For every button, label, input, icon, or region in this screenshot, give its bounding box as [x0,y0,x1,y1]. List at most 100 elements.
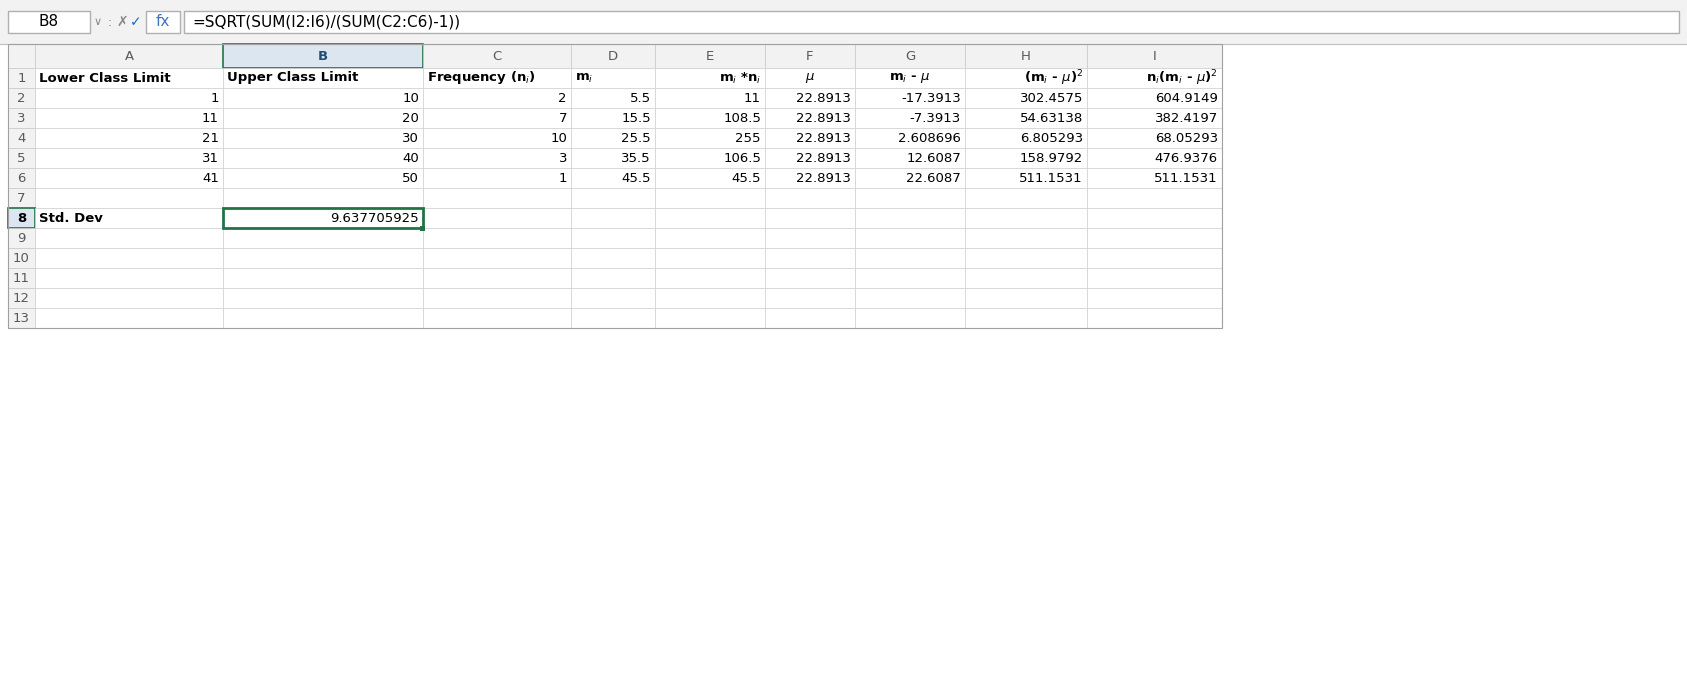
Text: 10: 10 [402,91,418,104]
Bar [1086,288,1221,308]
Text: 476.9376: 476.9376 [1156,152,1218,165]
Bar [35,128,223,148]
Text: 7: 7 [17,191,25,204]
Text: 9: 9 [17,231,25,244]
Text: -7.3913: -7.3913 [909,112,962,124]
Bar [570,248,655,268]
Bar [855,44,965,68]
Text: 6: 6 [17,172,25,185]
Bar [35,288,223,308]
Bar [965,148,1086,168]
Bar [965,268,1086,288]
Bar [8,68,35,88]
Bar [570,148,655,168]
Bar [1086,268,1221,288]
Bar [1086,68,1221,88]
Bar [764,268,855,288]
Bar [855,208,965,228]
Text: 158.9792: 158.9792 [1019,152,1083,165]
Bar [570,188,655,208]
Bar [570,268,655,288]
Bar [223,268,423,288]
Bar [764,68,855,88]
Text: G: G [904,49,914,62]
Bar [764,168,855,188]
Bar [1086,108,1221,128]
Text: F: F [806,49,813,62]
Text: m$_i$ - $\mu$: m$_i$ - $\mu$ [889,71,931,85]
Bar [223,288,423,308]
Bar [1086,308,1221,328]
Bar [855,228,965,248]
Bar [223,208,423,228]
Bar [223,44,423,68]
Bar [35,148,223,168]
Text: 10: 10 [550,132,567,145]
Bar [570,288,655,308]
Text: 382.4197: 382.4197 [1154,112,1218,124]
Bar [965,68,1086,88]
Text: Std. Dev: Std. Dev [39,211,103,224]
Text: 511.1531: 511.1531 [1154,172,1218,185]
Text: 13: 13 [13,311,30,324]
Text: m$_i$: m$_i$ [575,71,594,84]
Bar [965,88,1086,108]
Bar [655,228,764,248]
Bar [965,228,1086,248]
Bar [570,228,655,248]
Bar [423,168,570,188]
Text: Lower Class Limit: Lower Class Limit [39,71,170,84]
Text: C: C [493,49,501,62]
Bar [655,268,764,288]
Bar [223,68,423,88]
Bar [965,128,1086,148]
Bar [655,88,764,108]
Text: ✓: ✓ [130,15,142,29]
Bar [855,108,965,128]
Bar [8,148,35,168]
Bar [1086,228,1221,248]
Bar [35,248,223,268]
Text: 25.5: 25.5 [621,132,651,145]
Text: 22.8913: 22.8913 [796,112,850,124]
Text: -17.3913: -17.3913 [901,91,962,104]
Bar [764,88,855,108]
Bar [8,188,35,208]
Bar [423,248,570,268]
Text: 3: 3 [17,112,25,124]
Bar [8,288,35,308]
Text: m$_i$ *n$_i$: m$_i$ *n$_i$ [719,71,761,86]
Bar [1086,44,1221,68]
Text: 50: 50 [402,172,418,185]
Bar [965,248,1086,268]
Text: 11: 11 [744,91,761,104]
Bar [965,208,1086,228]
Bar [184,11,1679,33]
Bar [423,288,570,308]
Bar [35,188,223,208]
Bar [570,44,655,68]
Bar [570,208,655,228]
Bar [223,88,423,108]
Text: 5.5: 5.5 [629,91,651,104]
Bar [655,308,764,328]
Bar [423,44,570,68]
Text: 22.6087: 22.6087 [906,172,962,185]
Bar [8,248,35,268]
Bar [8,268,35,288]
Text: =SQRT(SUM(I2:I6)/(SUM(C2:C6)-1)): =SQRT(SUM(I2:I6)/(SUM(C2:C6)-1)) [192,14,461,29]
Bar [223,108,423,128]
Text: 40: 40 [402,152,418,165]
Text: 7: 7 [558,112,567,124]
Text: B: B [317,49,327,62]
Text: D: D [607,49,617,62]
Bar [764,228,855,248]
Text: 15.5: 15.5 [621,112,651,124]
Text: 1: 1 [17,71,25,84]
Text: 68.05293: 68.05293 [1156,132,1218,145]
Bar [8,208,35,228]
Bar [8,44,35,68]
Bar [764,248,855,268]
Bar [855,128,965,148]
Bar [655,68,764,88]
